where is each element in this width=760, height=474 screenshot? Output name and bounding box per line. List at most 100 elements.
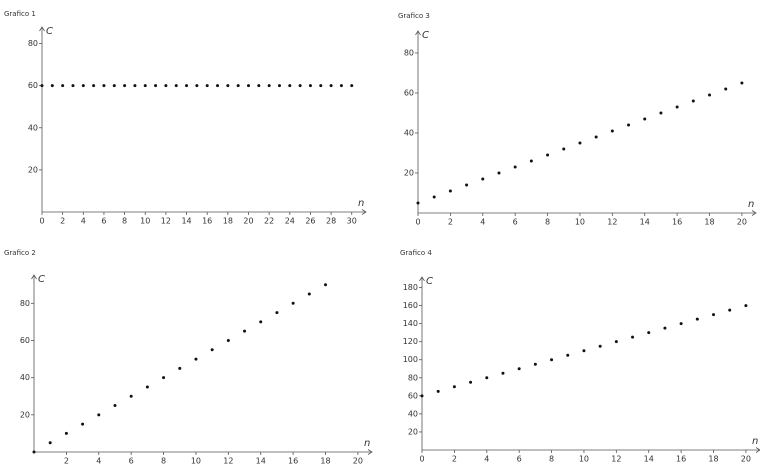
x-tick-label: 14 bbox=[640, 218, 650, 227]
data-point bbox=[112, 84, 116, 88]
data-point bbox=[659, 111, 663, 115]
data-point bbox=[194, 357, 198, 361]
data-point bbox=[259, 320, 263, 324]
x-tick-label: 18 bbox=[320, 457, 330, 466]
x-tick-label: 12 bbox=[223, 457, 233, 466]
data-point bbox=[97, 413, 101, 417]
data-point bbox=[513, 165, 517, 169]
data-point bbox=[712, 313, 716, 317]
y-tick-label: 80 bbox=[404, 49, 414, 58]
data-point bbox=[546, 153, 550, 157]
data-point bbox=[679, 322, 683, 326]
x-tick-label: 4 bbox=[96, 457, 101, 466]
x-tick-label: 20 bbox=[741, 455, 751, 464]
data-point bbox=[728, 308, 732, 312]
x-tick-label: 10 bbox=[575, 218, 585, 227]
data-point bbox=[195, 84, 199, 88]
data-point bbox=[675, 105, 679, 109]
data-point bbox=[61, 84, 65, 88]
x-tick-label: 28 bbox=[326, 217, 336, 226]
data-point bbox=[226, 84, 230, 88]
data-point bbox=[236, 84, 240, 88]
y-tick-label: 60 bbox=[20, 336, 30, 345]
data-point bbox=[724, 87, 728, 91]
x-tick-label: 18 bbox=[223, 217, 233, 226]
data-point bbox=[339, 84, 343, 88]
y-axis-label: C bbox=[422, 30, 429, 41]
x-tick-label: 16 bbox=[672, 218, 682, 227]
x-tick-label: 10 bbox=[579, 455, 589, 464]
x-tick-label: 10 bbox=[140, 217, 150, 226]
data-point bbox=[663, 326, 667, 330]
x-tick-label: 2 bbox=[64, 457, 69, 466]
data-point bbox=[631, 335, 635, 339]
x-tick-label: 30 bbox=[347, 217, 357, 226]
data-point bbox=[647, 331, 651, 335]
x-tick-label: 8 bbox=[122, 217, 127, 226]
data-point bbox=[497, 171, 501, 175]
data-point bbox=[319, 84, 323, 88]
chart-title: Grafico 2 bbox=[4, 249, 36, 257]
x-arrow bbox=[755, 447, 760, 453]
data-point bbox=[205, 84, 209, 88]
y-axis-label: C bbox=[38, 274, 45, 285]
x-tick-label: 0 bbox=[419, 455, 424, 464]
x-tick-label: 16 bbox=[202, 217, 212, 226]
data-point bbox=[695, 317, 699, 321]
data-point bbox=[226, 338, 230, 342]
y-tick-label: 100 bbox=[403, 355, 418, 364]
data-point bbox=[246, 84, 250, 88]
data-point bbox=[277, 84, 281, 88]
data-point bbox=[288, 84, 292, 88]
data-point bbox=[329, 84, 333, 88]
data-point bbox=[533, 362, 537, 366]
x-tick-label: 20 bbox=[353, 457, 363, 466]
data-point bbox=[432, 195, 436, 199]
data-point bbox=[174, 84, 178, 88]
data-point bbox=[594, 135, 598, 139]
y-tick-label: 20 bbox=[404, 169, 414, 178]
y-arrow bbox=[39, 26, 45, 32]
data-point bbox=[452, 385, 456, 389]
x-tick-label: 14 bbox=[256, 457, 266, 466]
x-tick-label: 12 bbox=[607, 218, 617, 227]
data-point bbox=[566, 353, 570, 357]
y-tick-label: 40 bbox=[408, 409, 418, 418]
data-point bbox=[550, 358, 554, 362]
x-arrow bbox=[751, 210, 757, 216]
data-point bbox=[257, 84, 261, 88]
data-point bbox=[562, 147, 566, 151]
data-point bbox=[178, 366, 182, 370]
data-point bbox=[48, 441, 52, 445]
x-tick-label: 6 bbox=[129, 457, 134, 466]
y-tick-label: 80 bbox=[28, 39, 38, 48]
data-point bbox=[598, 344, 602, 348]
data-point bbox=[308, 84, 312, 88]
y-tick-label: 160 bbox=[403, 301, 418, 310]
data-point bbox=[744, 304, 748, 308]
data-point bbox=[469, 380, 473, 384]
data-point bbox=[578, 141, 582, 145]
y-tick-label: 60 bbox=[28, 81, 38, 90]
data-point bbox=[627, 123, 631, 127]
data-point bbox=[216, 84, 220, 88]
data-point bbox=[145, 385, 149, 389]
data-point bbox=[267, 84, 271, 88]
x-tick-label: 0 bbox=[415, 218, 420, 227]
data-point bbox=[275, 311, 279, 315]
x-tick-label: 4 bbox=[484, 455, 489, 464]
y-tick-label: 60 bbox=[408, 391, 418, 400]
x-tick-label: 4 bbox=[480, 218, 485, 227]
data-point bbox=[32, 450, 36, 454]
x-arrow bbox=[367, 449, 373, 455]
y-tick-label: 120 bbox=[403, 337, 418, 346]
data-point bbox=[123, 84, 127, 88]
data-point bbox=[643, 117, 647, 121]
y-tick-label: 40 bbox=[404, 129, 414, 138]
data-point bbox=[164, 84, 168, 88]
data-point bbox=[481, 177, 485, 181]
chart-title: Grafico 4 bbox=[400, 249, 432, 257]
y-axis-label: C bbox=[46, 26, 53, 37]
data-point bbox=[416, 201, 420, 205]
x-tick-label: 2 bbox=[452, 455, 457, 464]
